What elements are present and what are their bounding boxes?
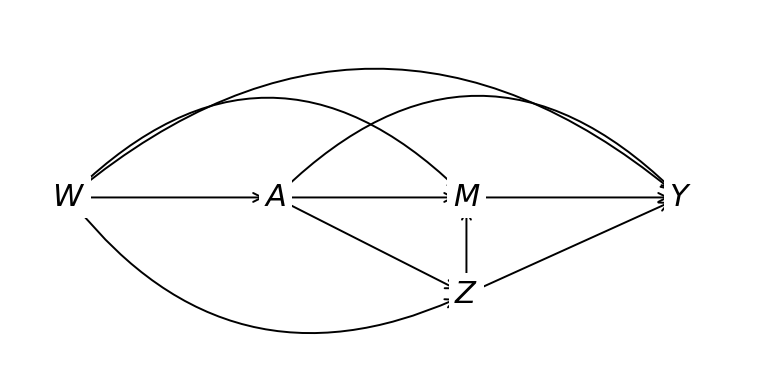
FancyArrowPatch shape [83, 193, 262, 202]
FancyArrowPatch shape [77, 98, 457, 190]
Text: $M$: $M$ [452, 182, 480, 213]
Text: $A$: $A$ [264, 182, 286, 213]
FancyArrowPatch shape [77, 69, 670, 190]
FancyArrowPatch shape [288, 204, 455, 288]
FancyArrowPatch shape [283, 96, 671, 190]
FancyArrowPatch shape [480, 193, 667, 202]
FancyArrowPatch shape [462, 211, 471, 280]
Text: $Z$: $Z$ [455, 279, 478, 310]
FancyArrowPatch shape [76, 206, 454, 333]
Text: $W$: $W$ [52, 182, 86, 213]
FancyArrowPatch shape [479, 203, 668, 288]
Text: $Y$: $Y$ [669, 182, 692, 213]
FancyArrowPatch shape [289, 193, 453, 202]
